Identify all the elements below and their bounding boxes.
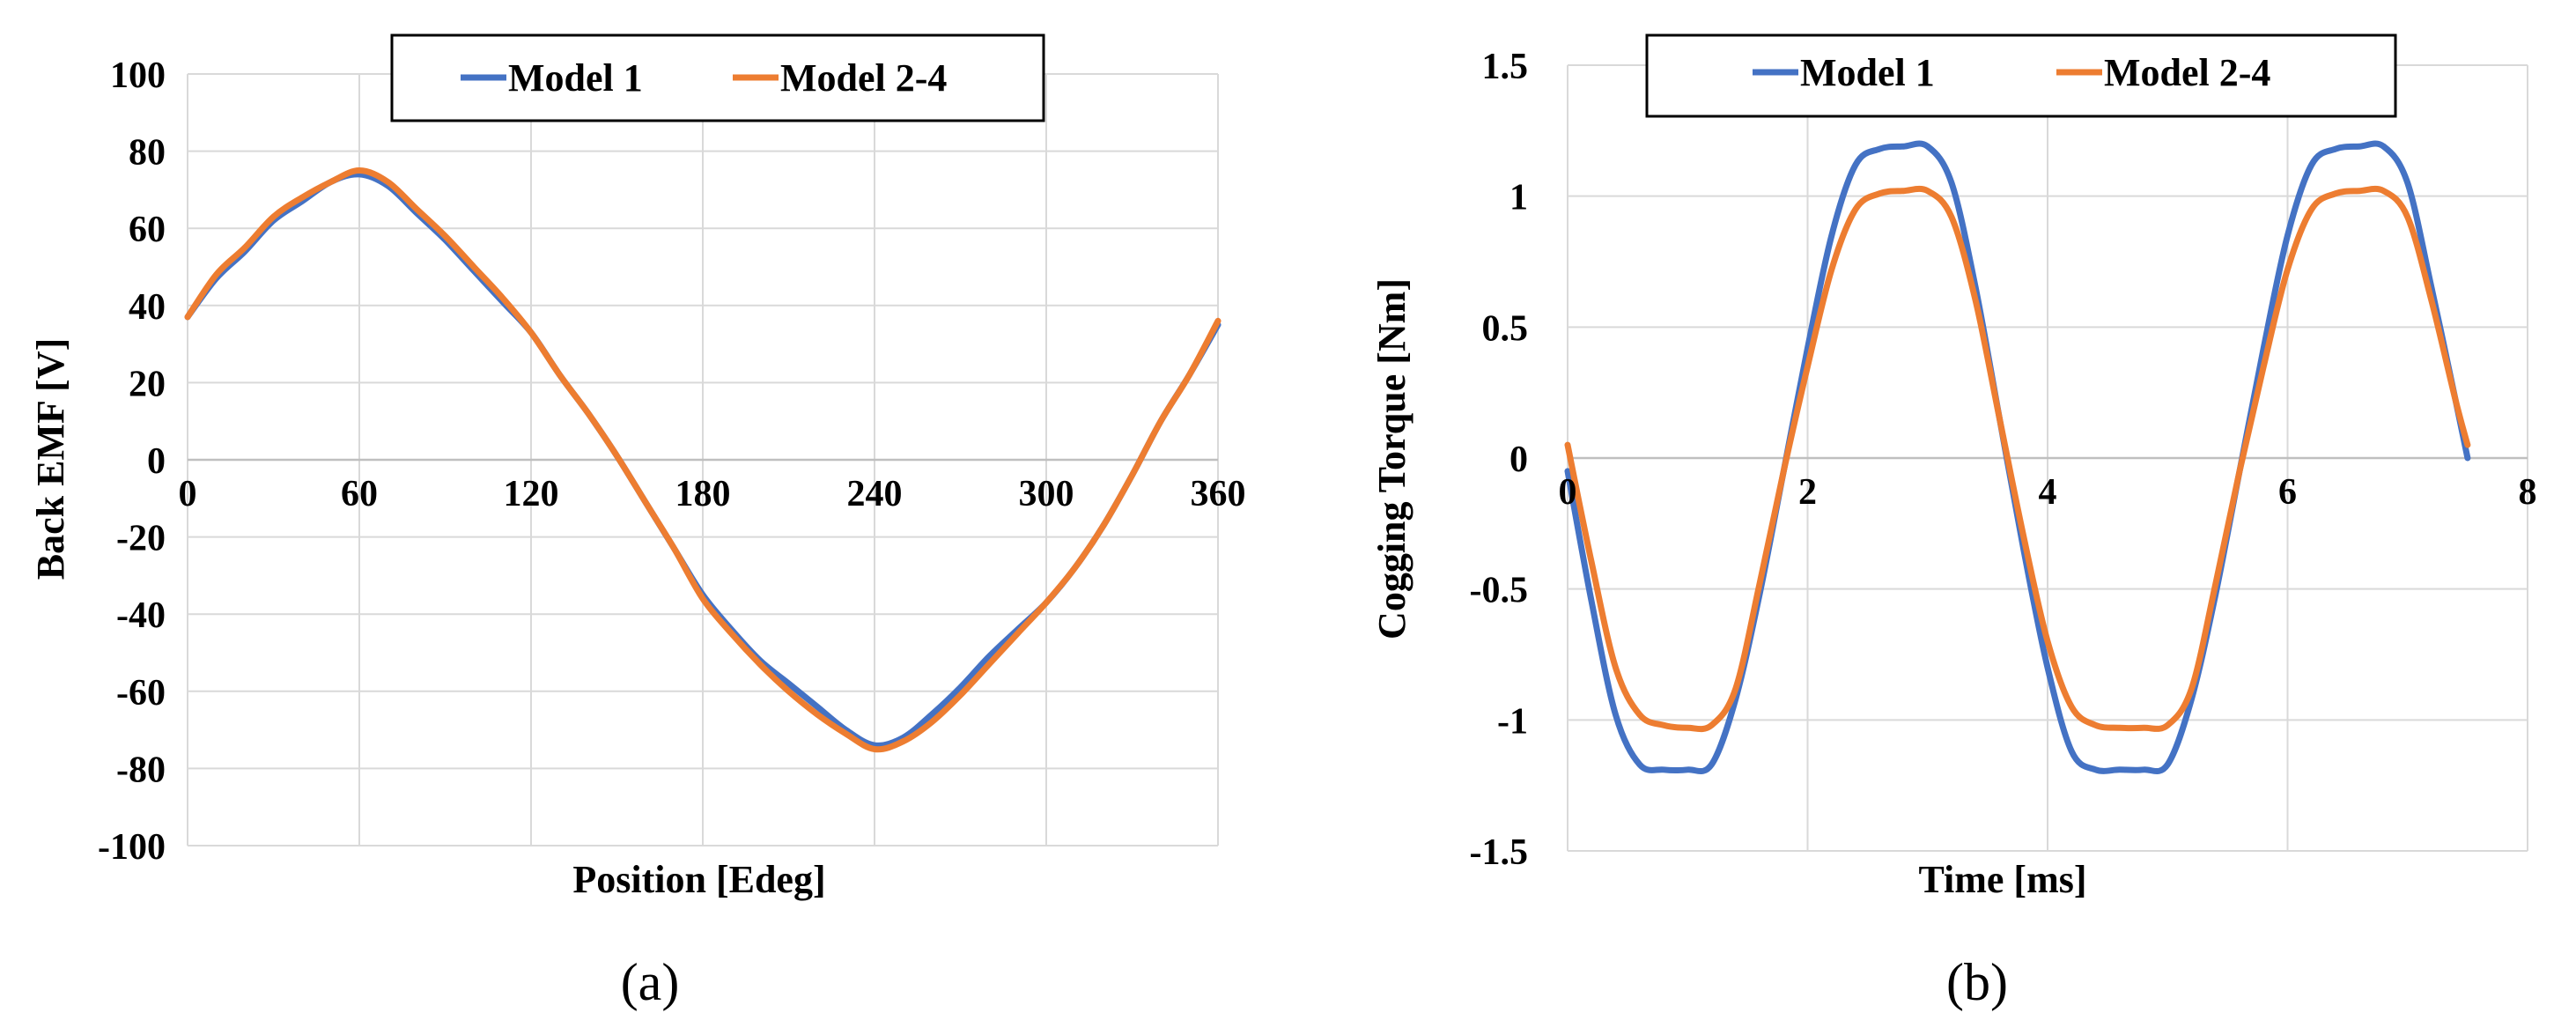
chart-b-legend-box [1645, 33, 2397, 118]
a-ytick-label-1: 80 [129, 133, 166, 174]
chart-b-legend-label-model-1: Model 1 [1800, 51, 1935, 94]
chart-b-series [1564, 140, 2471, 774]
a-xtick-label-2: 120 [504, 474, 559, 514]
b-ytick-label-6: -1.5 [1470, 832, 1529, 873]
chart-a-y-axis-title: Back EMF [V] [29, 338, 72, 580]
a-ytick-label-8: -60 [116, 673, 166, 713]
chart-a-back-emf: 100 80 60 40 20 0 -20 -40 -60 -80 -100 0 60 120 180 24… [29, 33, 1246, 1011]
a-ytick-label-9: -80 [116, 750, 166, 790]
b-ytick-label-2: 0.5 [1482, 308, 1529, 349]
b-ytick-label-0: 1.5 [1482, 47, 1529, 87]
b-ytick-label-4: -0.5 [1470, 571, 1529, 611]
a-ytick-label-3: 40 [129, 287, 166, 328]
chart-b-cogging-torque: 1.5 1 0.5 0 -0.5 -1 -1.5 0 2 4 6 8 Time [ms] Coggi… [1370, 33, 2537, 1011]
a-xtick-label-6: 360 [1191, 474, 1246, 514]
a-ytick-label-10: -100 [98, 827, 166, 868]
chart-b-x-tick-labels: 0 2 4 6 8 [1559, 472, 2537, 513]
b-series-line-model-2-4 [1564, 185, 2471, 733]
a-ytick-label-6: -20 [116, 519, 166, 559]
chart-a-gridlines [187, 73, 1219, 846]
a-ytick-label-2: 60 [129, 210, 166, 250]
chart-b-panel-label: (b) [1946, 953, 2008, 1011]
b-xtick-label-3: 6 [2278, 472, 2297, 513]
chart-a-x-tick-labels: 0 60 120 180 240 300 360 [179, 474, 1246, 514]
a-xtick-label-4: 240 [847, 474, 903, 514]
chart-b-legend-label-model-2-4: Model 2-4 [2104, 51, 2270, 94]
chart-b-y-tick-labels: 1.5 1 0.5 0 -0.5 -1 -1.5 [1470, 47, 1529, 873]
chart-a-legend: Model 1 Model 2-4 [390, 33, 1045, 122]
a-xtick-label-1: 60 [341, 474, 378, 514]
b-ytick-label-1: 1 [1509, 178, 1528, 218]
b-xtick-label-0: 0 [1559, 472, 1577, 513]
a-ytick-label-4: 20 [129, 364, 166, 404]
b-xtick-label-2: 4 [2039, 472, 2057, 513]
chart-a-y-tick-labels: 100 80 60 40 20 0 -20 -40 -60 -80 -100 [98, 55, 166, 868]
chart-a-legend-label-model-1: Model 1 [508, 56, 643, 100]
chart-a-legend-label-model-2-4: Model 2-4 [780, 56, 947, 100]
b-ytick-label-5: -1 [1497, 701, 1528, 742]
a-xtick-label-0: 0 [179, 474, 197, 514]
a-ytick-label-0: 100 [110, 55, 166, 96]
b-xtick-label-1: 2 [1798, 472, 1817, 513]
chart-a-x-axis-title: Position [Edeg] [572, 858, 825, 901]
a-ytick-label-7: -40 [116, 595, 166, 636]
chart-b-legend: Model 1 Model 2-4 [1645, 33, 2397, 118]
chart-b-x-axis-title: Time [ms] [1918, 858, 2086, 901]
chart-a-panel-label: (a) [621, 953, 680, 1011]
a-ytick-label-5: 0 [147, 441, 166, 482]
b-xtick-label-4: 8 [2519, 472, 2537, 513]
a-xtick-label-5: 300 [1019, 474, 1074, 514]
a-xtick-label-3: 180 [675, 474, 731, 514]
a-series-line-model-2-4 [184, 167, 1222, 753]
chart-b-gridlines [1567, 64, 2528, 852]
chart-a-series [184, 167, 1222, 753]
chart-b-y-axis-title: Cogging Torque [Nm] [1370, 278, 1413, 639]
b-ytick-label-3: 0 [1509, 440, 1528, 480]
